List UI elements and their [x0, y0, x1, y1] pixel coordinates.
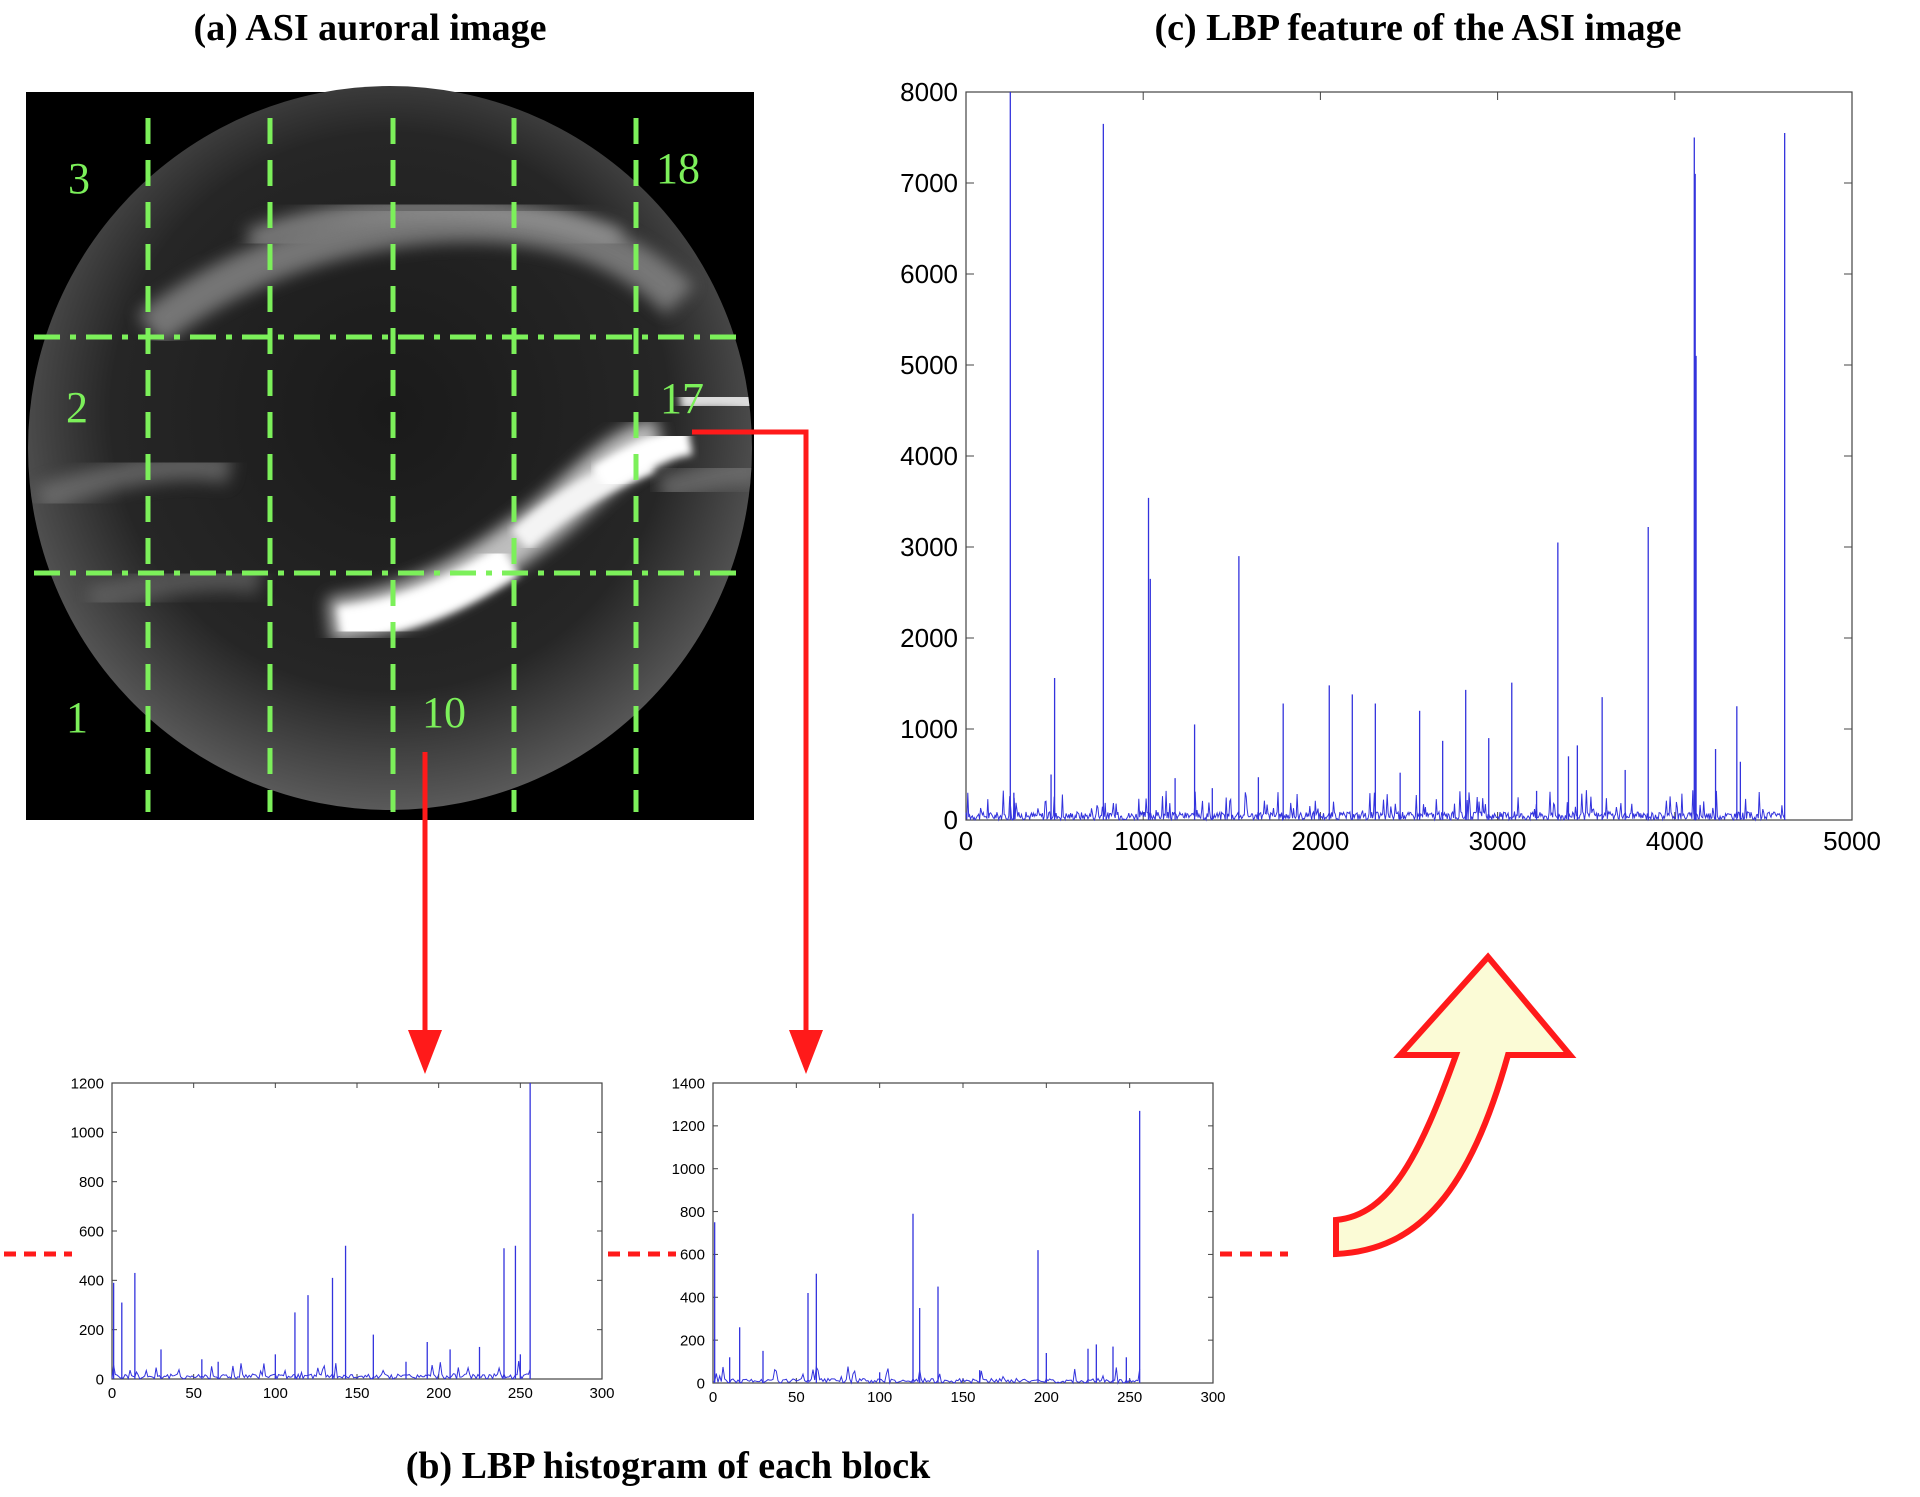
x-tick-label: 2000: [1291, 826, 1349, 856]
arrowhead-block-10: [408, 1030, 442, 1074]
block-grid: [34, 118, 740, 812]
y-tick-label: 7000: [900, 168, 958, 198]
block-label-17: 17: [660, 374, 704, 423]
block-label-10: 10: [422, 688, 466, 737]
y-tick-label: 400: [79, 1273, 104, 1290]
title-c: (c) LBP feature of the ASI image: [1154, 7, 1682, 49]
x-tick-label: 1000: [1114, 826, 1172, 856]
title-a: (a) ASI auroral image: [193, 7, 547, 49]
y-tick-label: 200: [79, 1322, 104, 1339]
y-tick-label: 8000: [900, 77, 958, 107]
x-tick-label: 250: [508, 1385, 533, 1402]
y-tick-label: 5000: [900, 350, 958, 380]
x-tick-label: 0: [709, 1389, 717, 1406]
x-tick-label: 150: [950, 1389, 975, 1406]
x-tick-label: 150: [344, 1385, 369, 1402]
lbp-histogram-block-17: 0 50 100 150 200 250 300 0 200 400 600 800 1000 1200 1…: [672, 1075, 1226, 1406]
x-tick-label: 3000: [1469, 826, 1527, 856]
block-label-18: 18: [656, 144, 700, 193]
y-tick-label: 1000: [71, 1125, 104, 1142]
y-tick-label: 2000: [900, 623, 958, 653]
y-tick-label: 600: [79, 1223, 104, 1240]
concat-big-arrow: [1333, 952, 1577, 1258]
plot-frame: [965, 91, 1853, 821]
x-tick-label: 50: [788, 1389, 805, 1406]
series-baseline: [712, 1365, 1141, 1385]
title-b: (b) LBP histogram of each block: [405, 1445, 931, 1487]
y-tick-label: 600: [680, 1247, 705, 1264]
plot-frame: [712, 1082, 1214, 1384]
block-label-2: 2: [66, 383, 88, 432]
x-tick-label: 200: [1034, 1389, 1059, 1406]
x-tick-label: 0: [959, 826, 973, 856]
plot-frame: [111, 1082, 603, 1380]
asi-auroral-image: 3 18 2 17 1 10: [26, 86, 754, 820]
block-label-3: 3: [68, 154, 90, 203]
x-tick-label: 0: [108, 1385, 116, 1402]
x-tick-label: 50: [185, 1385, 202, 1402]
x-tick-label: 200: [426, 1385, 451, 1402]
x-tick-label: 300: [589, 1385, 614, 1402]
x-tick-label: 100: [263, 1385, 288, 1402]
y-tick-label: 0: [944, 805, 958, 835]
y-tick-label: 400: [680, 1290, 705, 1307]
lbp-feature-chart: 0 1000 2000 3000 4000 5000 0 1000 2000 3000 4000 50…: [900, 77, 1881, 856]
y-tick-label: 1000: [900, 714, 958, 744]
y-tick-label: 800: [79, 1174, 104, 1191]
block-label-1: 1: [66, 693, 88, 742]
lbp-histogram-block-10: 0 50 100 150 200 250 300 0 200 400 600 800 1000 1200: [71, 1075, 615, 1402]
arrowhead-block-17: [789, 1030, 823, 1074]
y-tick-label: 3000: [900, 532, 958, 562]
y-tick-label: 4000: [900, 441, 958, 471]
y-tick-label: 1000: [672, 1161, 705, 1178]
y-tick-label: 0: [697, 1375, 705, 1392]
y-tick-label: 200: [680, 1332, 705, 1349]
x-tick-label: 300: [1200, 1389, 1225, 1406]
y-tick-label: 6000: [900, 259, 958, 289]
block-arrows: [422, 429, 809, 1030]
x-tick-label: 100: [867, 1389, 892, 1406]
x-tick-label: 4000: [1646, 826, 1704, 856]
x-tick-label: 5000: [1823, 826, 1881, 856]
y-tick-label: 1200: [672, 1118, 705, 1135]
y-tick-label: 800: [680, 1204, 705, 1221]
series-baseline: [111, 1360, 531, 1381]
y-tick-label: 0: [96, 1371, 104, 1388]
arrow-block-17: [692, 429, 809, 1030]
y-tick-label: 1200: [71, 1075, 104, 1092]
y-tick-label: 1400: [672, 1075, 705, 1092]
x-tick-label: 250: [1117, 1389, 1142, 1406]
